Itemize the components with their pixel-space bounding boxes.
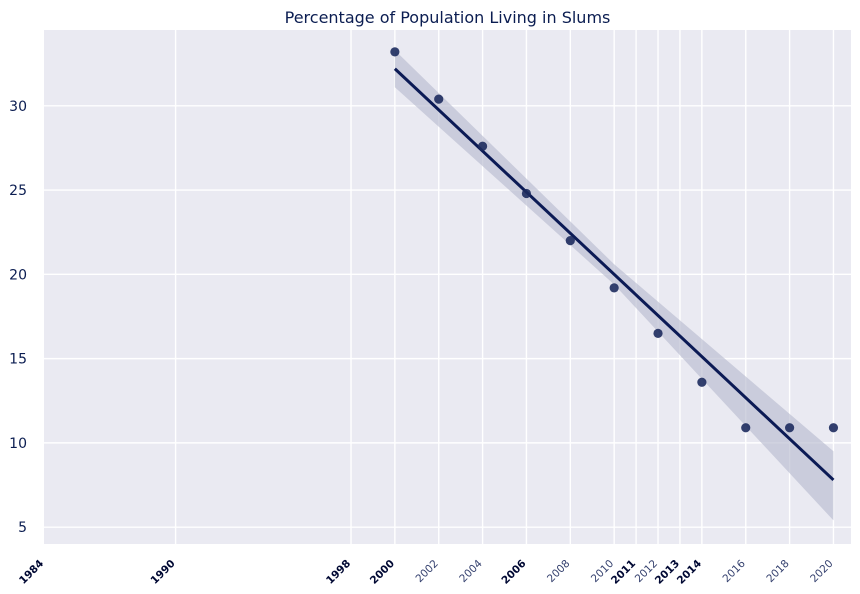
- data-point: [565, 236, 575, 246]
- x-tick-label: 2011: [609, 558, 638, 587]
- data-point: [609, 283, 619, 293]
- x-tick-label: 2020: [808, 558, 835, 585]
- regression-line-layer: [393, 67, 835, 482]
- y-tick-label: 25: [9, 183, 27, 199]
- x-tick-label: 1984: [17, 558, 46, 587]
- data-point: [784, 423, 795, 433]
- regression-line: [393, 67, 835, 482]
- y-tick-label: 30: [9, 99, 27, 115]
- x-tick-label: 2000: [368, 558, 397, 587]
- data-point: [434, 94, 444, 104]
- data-point: [477, 141, 488, 151]
- data-point: [828, 423, 839, 433]
- y-tick-label: 15: [9, 352, 27, 368]
- data-point: [521, 188, 532, 199]
- data-point: [653, 328, 663, 338]
- y-tick-label: 10: [9, 436, 27, 452]
- confidence-band: [394, 50, 834, 521]
- x-axis-ticks: 1984 1990 1998 2000 2002 2004 2006 2008 20102011…: [17, 557, 836, 586]
- x-tick-label: 2006: [499, 558, 528, 587]
- y-tick-label: 5: [18, 520, 27, 536]
- x-tick-label: 2004: [457, 557, 485, 585]
- data-point: [741, 423, 751, 433]
- x-tick-label: 2016: [720, 557, 748, 585]
- x-tick-label: 2014: [675, 558, 704, 587]
- data-points-layer: [390, 47, 839, 433]
- y-tick-label: 20: [9, 267, 27, 283]
- x-tick-label: 2008: [545, 558, 572, 585]
- chart-title: Percentage of Population Living in Slums: [285, 8, 611, 27]
- x-tick-label: 1990: [149, 558, 178, 587]
- x-tick-label: 2018: [764, 558, 791, 585]
- data-point: [390, 47, 400, 57]
- confidence-band-layer: [394, 50, 834, 521]
- y-axis-ticks: 5 10 15 20 25 30: [9, 99, 27, 536]
- x-tick-label: 1998: [324, 558, 353, 587]
- data-point: [697, 377, 707, 387]
- x-tick-label: 2002: [413, 558, 440, 585]
